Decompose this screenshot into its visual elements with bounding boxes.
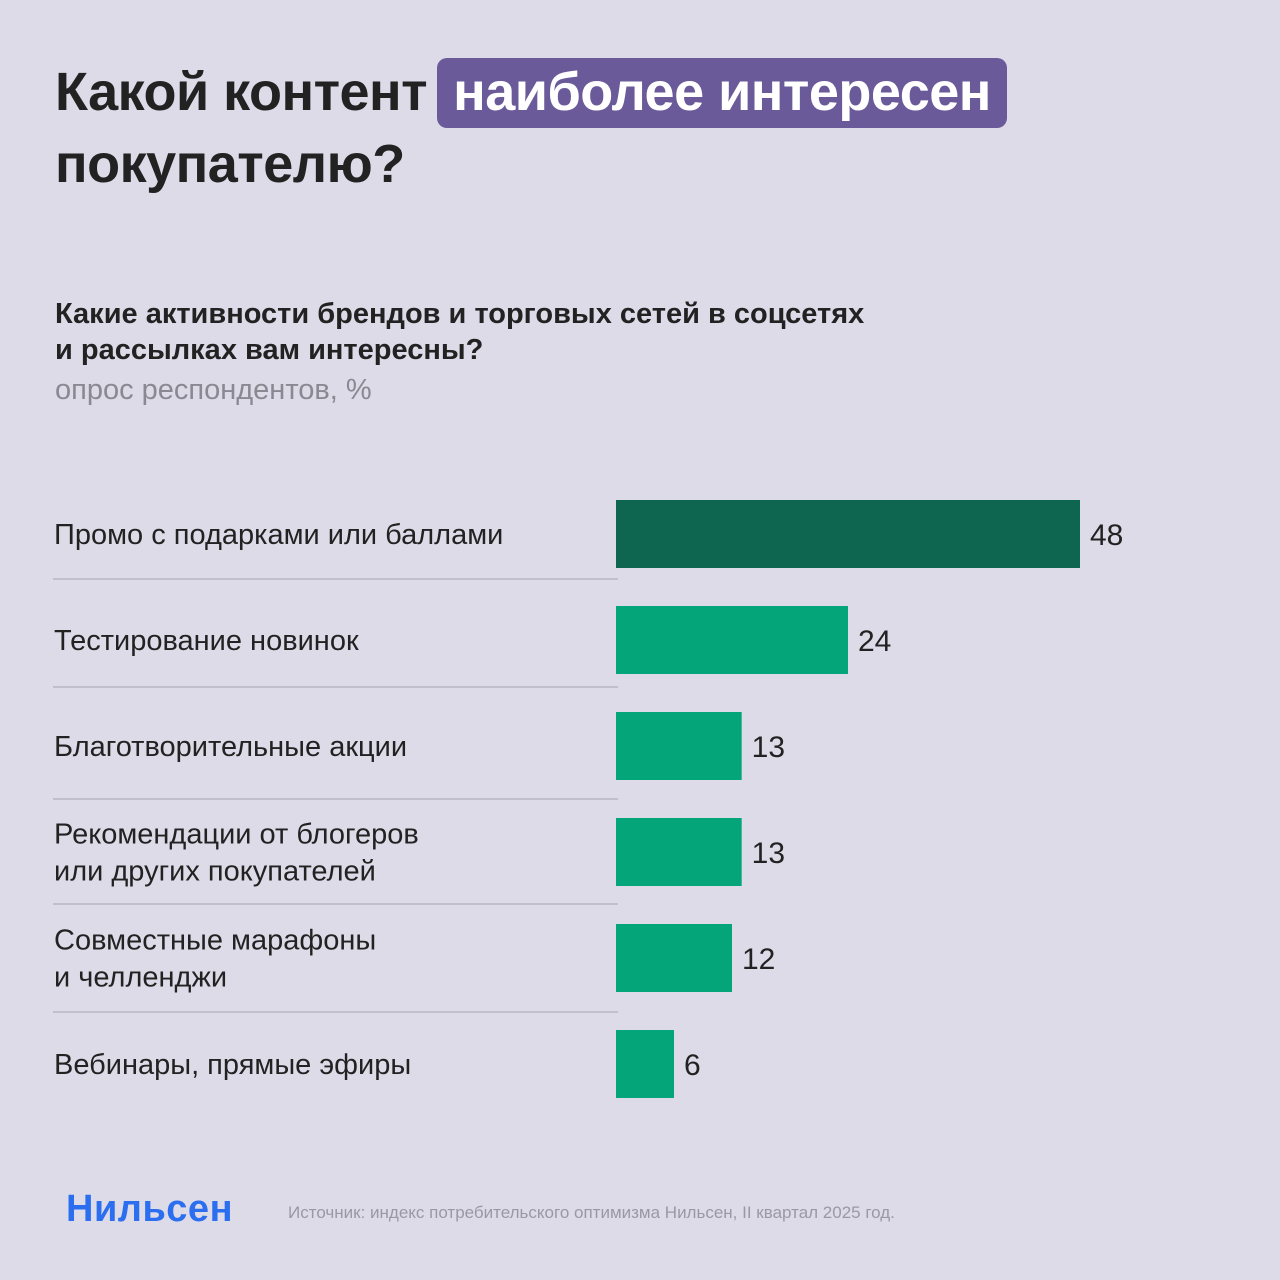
bar bbox=[616, 606, 848, 674]
headline-highlight: наиболее интересен bbox=[437, 58, 1007, 128]
category-label: Промо с подарками или баллами bbox=[54, 519, 503, 551]
chart-title-line-1: Какие активности брендов и торговых сете… bbox=[55, 298, 865, 330]
category-label: Тестирование новинок bbox=[54, 625, 359, 657]
headline: Какой контент наиболее интересен покупате… bbox=[55, 58, 1007, 196]
bar bbox=[616, 1030, 674, 1098]
bar bbox=[616, 712, 742, 780]
data-label: 6 bbox=[684, 1049, 701, 1082]
bar-chart: 48 Промо с подарками или баллами 24 Тестиро… bbox=[53, 500, 1123, 1098]
category-label: Рекомендации от блогеров bbox=[54, 819, 419, 851]
category-label: или других покупателей bbox=[54, 856, 376, 888]
category-label: и челленджи bbox=[54, 962, 227, 994]
brand-logo: Нильсен bbox=[66, 1188, 234, 1230]
category-label: Благотворительные акции bbox=[54, 731, 407, 763]
chart-subtitle: опрос респондентов, % bbox=[55, 374, 372, 406]
data-label: 48 bbox=[1090, 519, 1123, 552]
chart-title-line-2: и рассылках вам интересны? bbox=[55, 334, 484, 366]
data-label: 13 bbox=[752, 731, 785, 764]
bar bbox=[616, 500, 1080, 568]
category-label: Вебинары, прямые эфиры bbox=[54, 1049, 411, 1081]
data-label: 12 bbox=[742, 943, 775, 976]
headline-part-2: покупателю? bbox=[55, 134, 405, 194]
data-label: 24 bbox=[858, 625, 891, 658]
headline-part-1: Какой контент bbox=[55, 62, 428, 122]
chart-title: Какие активности брендов и торговых сете… bbox=[55, 296, 955, 368]
data-label: 13 bbox=[752, 837, 785, 870]
category-label: Совместные марафоны bbox=[54, 925, 376, 957]
headline-line-1: Какой контент наиболее интересен bbox=[55, 58, 1007, 132]
bar bbox=[616, 818, 742, 886]
bar bbox=[616, 924, 732, 992]
source-note: Источник: индекс потребительского оптими… bbox=[288, 1203, 895, 1222]
